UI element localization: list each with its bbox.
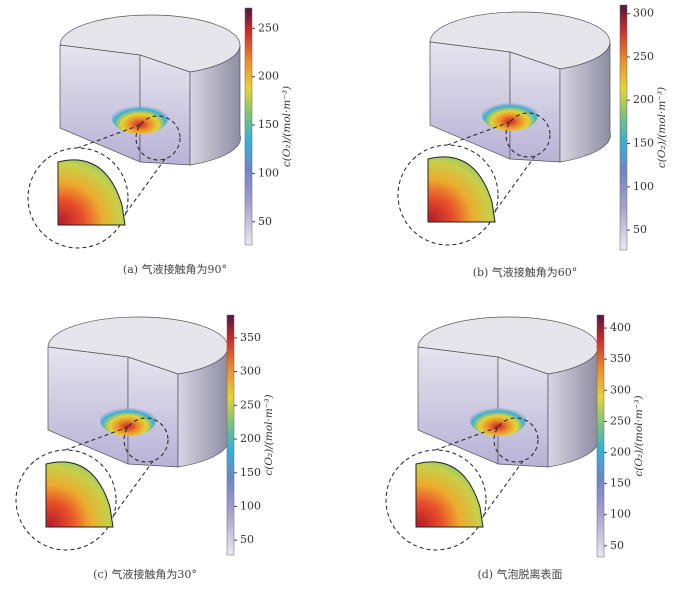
colorbar-tick-label: 100 <box>633 180 654 193</box>
cylinder-side <box>189 44 241 166</box>
colorbar-label: c(O₂)/(mol·m⁻³) <box>633 395 645 476</box>
colorbar-tick-label: 100 <box>610 508 631 521</box>
cut-face-left <box>429 41 511 160</box>
panel <box>27 14 241 249</box>
colorbar-tick-label: 50 <box>258 215 272 228</box>
colorbar-tick-label: 300 <box>610 383 631 396</box>
caption: (b) 气液接触角为60° <box>473 265 578 279</box>
colorbar <box>619 4 628 251</box>
colorbar-tick-label: 250 <box>610 414 631 427</box>
cut-face-left <box>417 346 499 465</box>
colorbar-tick-label: 200 <box>633 93 654 106</box>
cylinder-side <box>559 41 611 163</box>
zoom-wedge <box>415 461 484 528</box>
colorbar-tick-label: 200 <box>610 445 631 458</box>
colorbar-tick-label: 50 <box>240 533 254 546</box>
panel <box>397 11 611 246</box>
colorbar-tick-label: 250 <box>633 50 654 63</box>
colorbar-tick-label: 50 <box>610 539 624 552</box>
caption: (c) 气液接触角为30° <box>93 567 197 581</box>
caption: (d) 气泡脱离表面 <box>477 567 562 581</box>
zoom-source <box>505 112 551 158</box>
zoom-wedge <box>57 159 126 226</box>
colorbar-tick-label: 350 <box>610 352 631 365</box>
colorbar <box>596 314 605 558</box>
panel <box>385 316 599 551</box>
colorbar-tick-label: 250 <box>258 21 279 34</box>
colorbar-label: c(O₂)/(mol·m⁻³) <box>281 86 293 167</box>
cut-face-left <box>59 44 141 163</box>
colorbar-tick-label: 100 <box>240 499 261 512</box>
zoom-source <box>493 417 539 463</box>
colorbar-tick-label: 100 <box>258 166 279 179</box>
zoom-source <box>135 115 181 161</box>
panel <box>15 316 229 551</box>
colorbar <box>244 7 253 246</box>
colorbar-tick-label: 400 <box>610 321 631 334</box>
colorbar-tick-label: 350 <box>240 331 261 344</box>
colorbar-tick-label: 50 <box>633 223 647 236</box>
zoom-source <box>123 417 169 463</box>
colorbar-tick-label: 200 <box>240 432 261 445</box>
hot-spot <box>470 404 526 436</box>
caption: (a) 气液接触角为90° <box>123 262 227 276</box>
hot-spot <box>100 404 156 436</box>
zoom-wedge <box>427 156 496 223</box>
colorbar <box>226 314 235 556</box>
colorbar-tick-label: 300 <box>633 7 654 20</box>
cut-face-left <box>47 346 129 465</box>
hot-spot <box>482 99 538 131</box>
colorbar-tick-label: 150 <box>240 466 261 479</box>
colorbar-label: c(O₂)/(mol·m⁻³) <box>263 394 275 475</box>
colorbar-tick-label: 300 <box>240 365 261 378</box>
hot-spot <box>112 102 168 134</box>
zoom-wedge <box>45 461 114 528</box>
colorbar-tick-label: 150 <box>258 118 279 131</box>
colorbar-label: c(O₂)/(mol·m⁻³) <box>656 87 668 168</box>
colorbar-tick-label: 150 <box>633 137 654 150</box>
colorbar-tick-label: 200 <box>258 70 279 83</box>
colorbar-tick-label: 150 <box>610 477 631 490</box>
colorbar-tick-label: 250 <box>240 398 261 411</box>
